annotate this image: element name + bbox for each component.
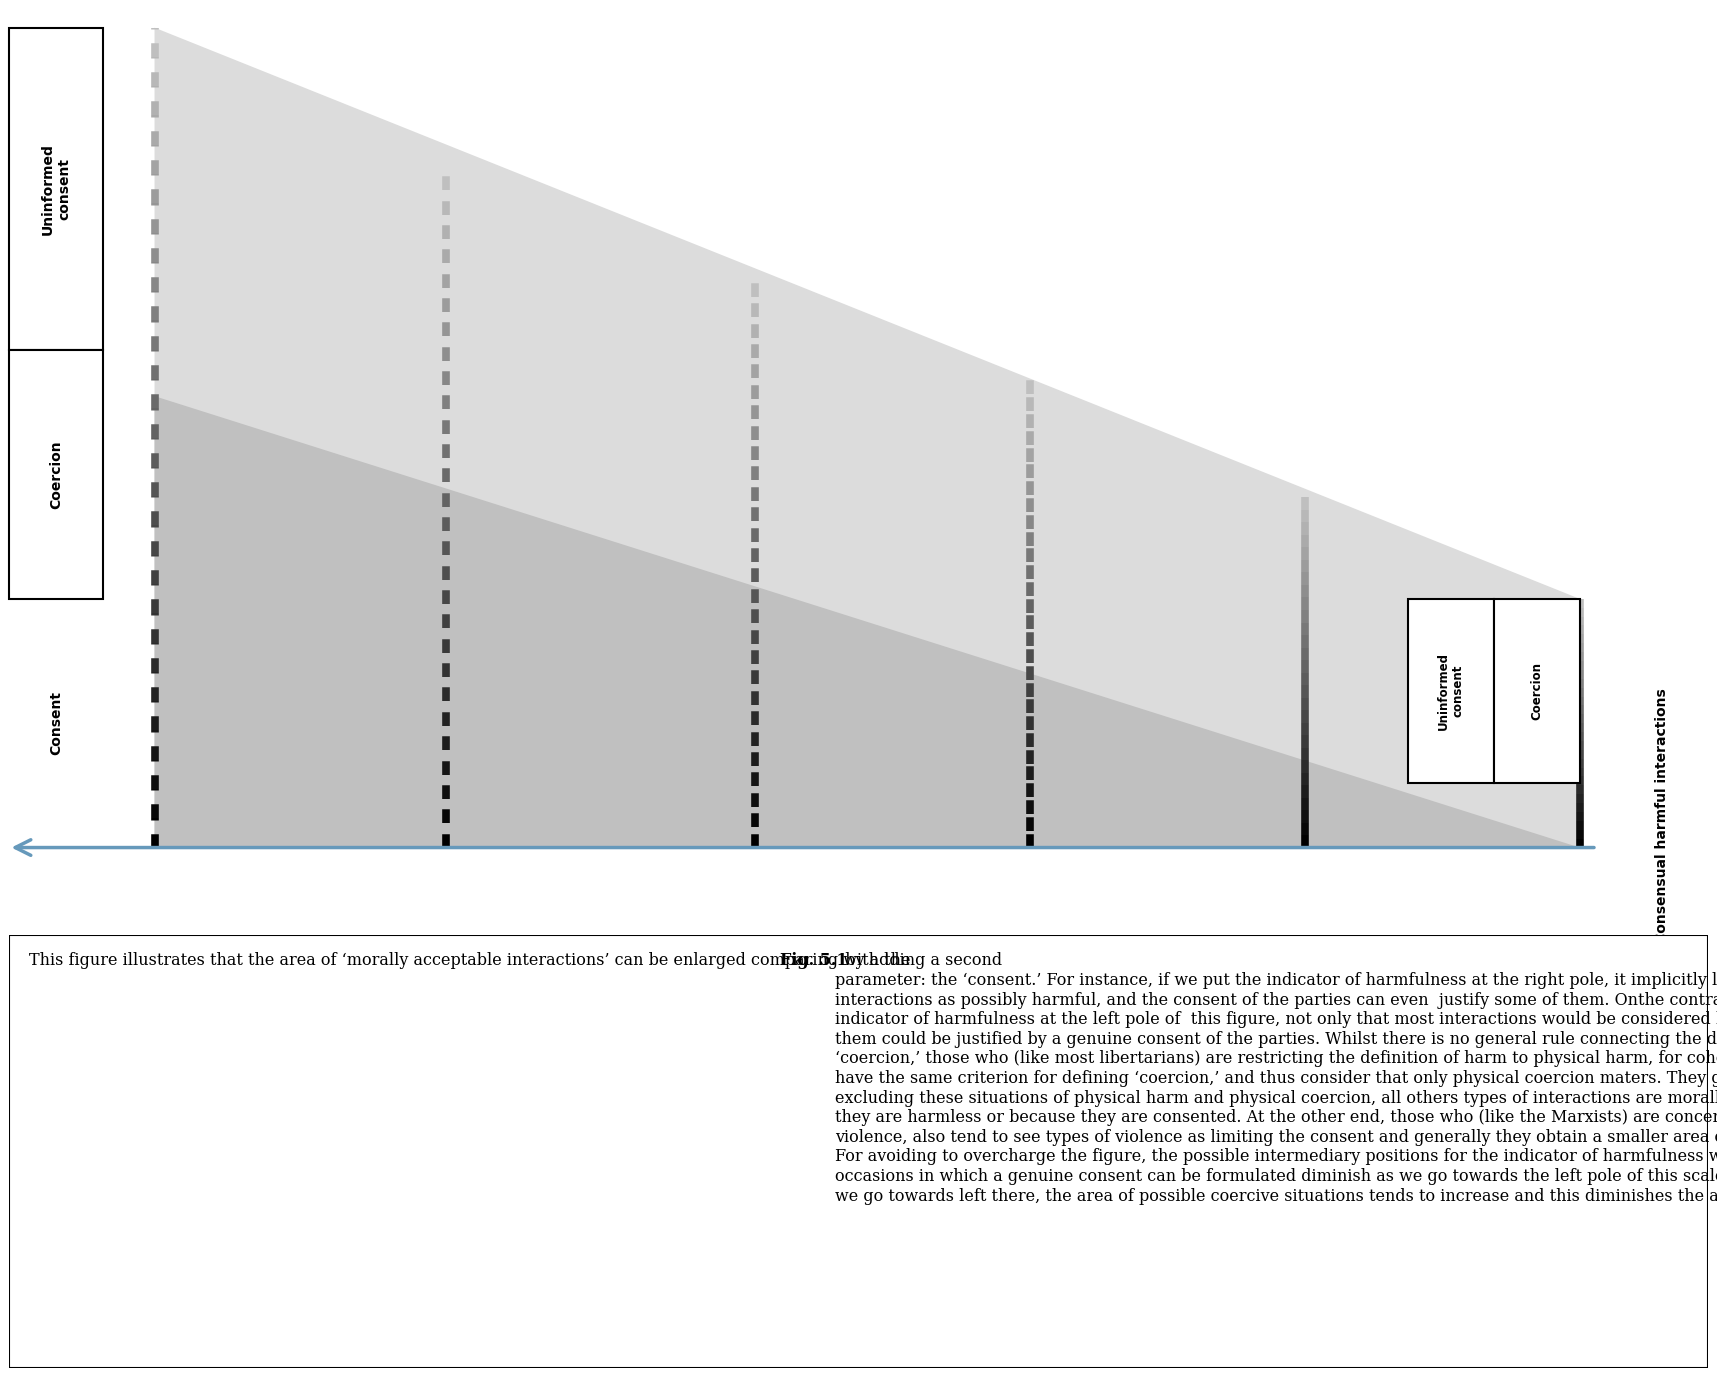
Text: Consensual harmful interactions: Consensual harmful interactions bbox=[1655, 688, 1669, 943]
Text: This figure illustrates that the area of ‘morally acceptable interactions’ can b: This figure illustrates that the area of… bbox=[29, 953, 915, 969]
Bar bbox=[1494, 600, 1580, 784]
Text: Fig. 5.1: Fig. 5.1 bbox=[781, 953, 848, 969]
Text: Uninformed
consent: Uninformed consent bbox=[1437, 652, 1465, 730]
Text: Coercion: Coercion bbox=[1530, 661, 1544, 720]
Polygon shape bbox=[155, 28, 1580, 847]
Bar bbox=[9, 28, 103, 351]
Text: Economic violence: Economic violence bbox=[354, 939, 539, 957]
Text: Hierarchical domination: Hierarchical domination bbox=[635, 939, 876, 957]
Bar bbox=[9, 351, 103, 600]
Text: Consent: Consent bbox=[48, 692, 64, 755]
FancyArrowPatch shape bbox=[15, 840, 1593, 855]
Text: Psychological harm: Psychological harm bbox=[932, 939, 1128, 957]
Bar bbox=[1408, 600, 1494, 784]
Text: by adding a second
parameter: the ‘consent.’ For instance, if we put the indicat: by adding a second parameter: the ‘conse… bbox=[834, 953, 1717, 1204]
Polygon shape bbox=[155, 396, 1580, 847]
Text: Verbal harm: Verbal harm bbox=[1243, 939, 1367, 957]
Text: Physical harm: Physical harm bbox=[1509, 939, 1650, 957]
Text: Uninformed
consent: Uninformed consent bbox=[41, 143, 70, 235]
Text: Symbolic violence: Symbolic violence bbox=[64, 939, 246, 957]
Text: Coercion: Coercion bbox=[48, 440, 64, 509]
